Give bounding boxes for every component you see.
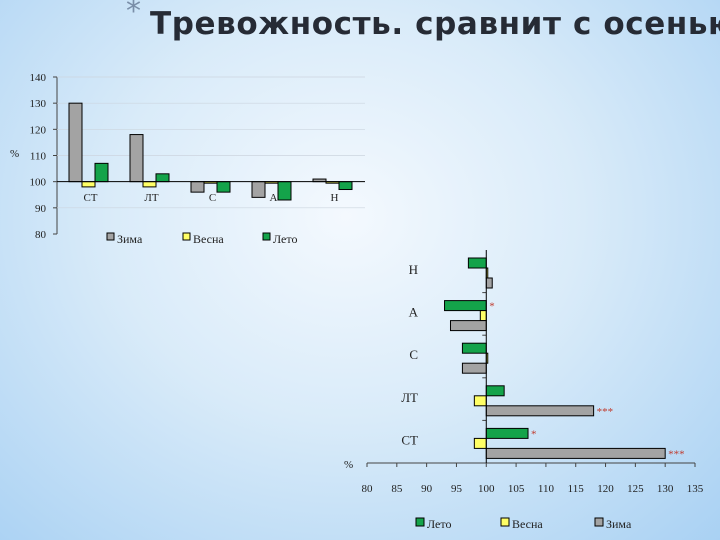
chart-1-bar-зима-с bbox=[190, 181, 205, 193]
chart-1-category-label: СТ bbox=[83, 192, 97, 204]
chart-2-x-tick-label: 120 bbox=[597, 483, 614, 495]
chart-2-legend-label: Зима bbox=[606, 517, 632, 531]
slide-title: Тревожность. сравнит с осенью bbox=[150, 6, 720, 42]
chart-2-x-tick-label: 115 bbox=[568, 483, 585, 495]
chart-2-legend-swatch-зима bbox=[594, 517, 604, 527]
chart-2-legend-label: Весна bbox=[512, 517, 543, 531]
chart-1-y-tick-label: 90 bbox=[35, 203, 47, 215]
chart-2-category-label: Н bbox=[409, 262, 418, 277]
chart-1-category-label: Н bbox=[331, 192, 339, 204]
chart-1-bar-зима-лт bbox=[129, 134, 144, 183]
chart-2-bar-лето-а bbox=[444, 300, 487, 312]
chart-2-significance-mark: *** bbox=[668, 448, 685, 460]
chart-2-x-tick-label: 125 bbox=[627, 483, 644, 495]
chart-2-bar-зима-лт bbox=[485, 405, 595, 417]
chart-2-x-label: % bbox=[344, 459, 353, 471]
chart-1-y-tick-label: 80 bbox=[35, 229, 47, 241]
chart-1-bar-лето-н bbox=[338, 181, 353, 191]
chart-1-bar-лето-лт bbox=[155, 173, 170, 183]
chart-2-x-tick-label: 85 bbox=[391, 483, 403, 495]
chart-2-group: 80 85 90 95 100 105 110 115 120 125 130 135%СТ ****Л… bbox=[344, 250, 704, 531]
chart-1-y-tick-label: 120 bbox=[30, 124, 47, 136]
chart-1-bar-лето-а bbox=[277, 181, 292, 201]
chart-2-bar-зима-н bbox=[485, 277, 493, 289]
chart-1-legend-label: Весна bbox=[193, 232, 224, 246]
chart-1-legend-swatch-лето bbox=[262, 232, 271, 241]
chart-1-y-tick-label: 130 bbox=[30, 98, 47, 110]
chart-1-legend-swatch-весна bbox=[182, 232, 191, 241]
chart-1-legend-swatch-зима bbox=[106, 232, 115, 241]
chart-2-legend-swatch-лето bbox=[415, 517, 425, 527]
chart-2-x-tick-label: 135 bbox=[687, 483, 704, 495]
chart-2-category-label: С bbox=[409, 347, 418, 362]
chart-2-significance-mark: * bbox=[489, 301, 495, 313]
chart-2-bar-лето-ст bbox=[485, 427, 529, 439]
title-bullet: * bbox=[126, 0, 141, 29]
chart-2-bar-зима-а bbox=[449, 320, 487, 332]
chart-1-legend-label: Лето bbox=[273, 232, 297, 246]
chart-2-category-label: ЛТ bbox=[401, 390, 418, 405]
chart-2-category-label: А bbox=[409, 305, 419, 320]
chart-2-bar-весна-ст bbox=[473, 437, 487, 449]
chart-2-bar-зима-с bbox=[461, 362, 487, 374]
chart-1-category-label: ЛТ bbox=[144, 192, 158, 204]
chart-1-category-label: С bbox=[209, 192, 216, 204]
chart-2-bar-лето-лт bbox=[485, 385, 505, 397]
chart-2-x-tick-label: 130 bbox=[657, 483, 674, 495]
chart-1-bar-весна-ст bbox=[81, 181, 96, 188]
chart-1-y-tick-label: 100 bbox=[30, 177, 47, 189]
chart-2-x-tick-label: 100 bbox=[478, 483, 495, 495]
chart-2-bar-лето-н bbox=[467, 257, 487, 269]
chart-2-x-tick-label: 80 bbox=[362, 483, 374, 495]
chart-2-x-tick-label: 110 bbox=[538, 483, 555, 495]
chart-2-legend-swatch-весна bbox=[500, 517, 510, 527]
chart-2-bar-зима-ст bbox=[485, 447, 666, 459]
chart-2-x-tick-label: 105 bbox=[508, 483, 525, 495]
chart-1-y-tick-label: 110 bbox=[30, 151, 47, 163]
chart-1-y-tick-label: 140 bbox=[30, 72, 47, 84]
chart-2-bar-весна-а bbox=[479, 310, 487, 322]
chart-1-bar-весна-лт bbox=[142, 181, 157, 188]
chart-2-significance-mark: * bbox=[531, 428, 537, 440]
chart-1-legend-label: Зима bbox=[117, 232, 143, 246]
chart-1-y-label: % bbox=[10, 148, 19, 160]
chart-1-bar-лето-ст bbox=[94, 162, 109, 183]
chart-2-significance-mark: *** bbox=[597, 406, 614, 418]
chart-1-bar-зима-ст bbox=[68, 102, 83, 183]
chart-1-category-label: А bbox=[270, 192, 278, 204]
chart-2-bar-лето-с bbox=[461, 342, 487, 354]
chart-2-x-tick-label: 95 bbox=[451, 483, 463, 495]
chart-1-bar-зима-а bbox=[251, 181, 266, 198]
chart-1-bar-лето-с bbox=[216, 181, 231, 193]
chart-2-bar-весна-лт bbox=[473, 395, 487, 407]
chart-2-category-label: СТ bbox=[401, 432, 418, 447]
chart-2-x-tick-label: 90 bbox=[421, 483, 433, 495]
chart-2-legend-label: Лето bbox=[427, 517, 451, 531]
chart-1-group: 80 90 100 110 120 130 140% СТ ЛТ С А Н Зима Весна Лето bbox=[10, 72, 365, 246]
